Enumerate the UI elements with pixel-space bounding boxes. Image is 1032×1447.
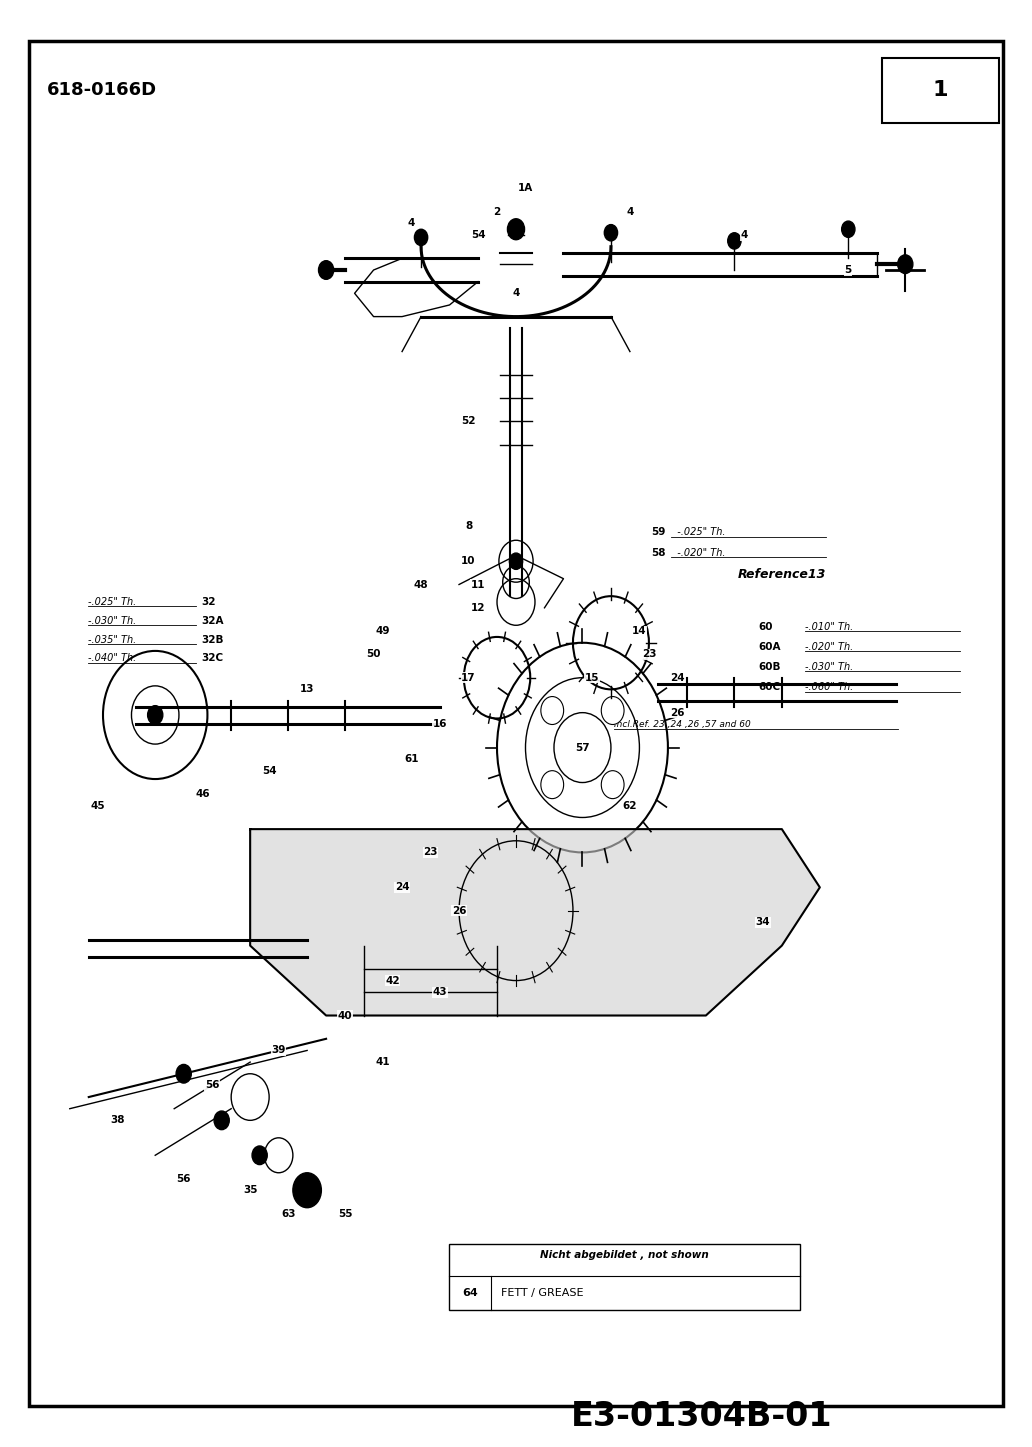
Text: 24: 24 [670, 673, 684, 683]
Text: 23: 23 [642, 650, 656, 660]
Text: 10: 10 [461, 556, 476, 566]
Text: Incl.Ref. 23 ,24 ,26 ,57 and 60: Incl.Ref. 23 ,24 ,26 ,57 and 60 [614, 721, 751, 729]
Circle shape [898, 255, 913, 273]
Text: -.060" Th.: -.060" Th. [805, 683, 853, 692]
Text: 13: 13 [300, 684, 315, 695]
Circle shape [602, 696, 624, 725]
Text: 16: 16 [432, 719, 447, 729]
Text: 26: 26 [452, 906, 466, 916]
Bar [882, 58, 999, 123]
Text: 1: 1 [933, 81, 948, 100]
Text: 8: 8 [464, 521, 473, 531]
Text: 23: 23 [423, 848, 438, 858]
Circle shape [508, 218, 524, 240]
Text: 54: 54 [262, 765, 277, 776]
Text: 60A: 60A [759, 642, 781, 651]
Text: 12: 12 [471, 603, 485, 614]
Text: 43: 43 [432, 987, 447, 997]
Circle shape [541, 771, 563, 799]
Text: -.025" Th.: -.025" Th. [88, 598, 136, 606]
Text: 17: 17 [461, 673, 476, 683]
Text: -.030" Th.: -.030" Th. [805, 663, 853, 671]
Text: 62: 62 [622, 800, 637, 810]
Circle shape [319, 260, 333, 279]
Text: 60C: 60C [759, 683, 780, 692]
Text: 34: 34 [755, 917, 770, 928]
Text: Reference13: Reference13 [738, 569, 827, 580]
Text: 15: 15 [585, 673, 600, 683]
Text: 41: 41 [376, 1058, 390, 1066]
Text: 1A: 1A [518, 184, 534, 194]
Text: 2: 2 [493, 207, 501, 217]
Text: 14: 14 [633, 627, 647, 637]
Text: 32A: 32A [201, 616, 224, 625]
Text: Nicht abgebildet , not shown: Nicht abgebildet , not shown [540, 1250, 709, 1260]
Text: 35: 35 [243, 1185, 257, 1195]
Text: E3-01304B-01: E3-01304B-01 [571, 1399, 833, 1433]
Text: 56: 56 [205, 1081, 220, 1091]
Text: 56: 56 [176, 1174, 191, 1184]
Text: 58: 58 [651, 548, 666, 557]
Circle shape [252, 1146, 267, 1165]
Text: 4: 4 [512, 288, 520, 298]
Text: 32: 32 [201, 598, 216, 606]
Text: 59: 59 [651, 528, 666, 537]
Circle shape [415, 229, 427, 246]
Text: 4: 4 [408, 218, 415, 229]
Text: -.020" Th.: -.020" Th. [671, 548, 725, 557]
Text: 55: 55 [337, 1208, 352, 1218]
Circle shape [602, 771, 624, 799]
Circle shape [148, 706, 163, 725]
Text: 50: 50 [366, 650, 381, 660]
Text: 26: 26 [670, 708, 684, 718]
Bar [449, 1244, 800, 1310]
Text: -.030" Th.: -.030" Th. [88, 616, 136, 625]
Text: -.010" Th.: -.010" Th. [805, 622, 853, 631]
Text: 4: 4 [740, 230, 747, 240]
Text: 38: 38 [110, 1116, 125, 1126]
Text: 39: 39 [271, 1045, 286, 1055]
Text: 48: 48 [414, 579, 428, 589]
Text: 49: 49 [376, 627, 390, 637]
Text: 40: 40 [337, 1010, 352, 1020]
Text: 45: 45 [91, 800, 105, 810]
Circle shape [510, 553, 522, 569]
Text: 54: 54 [471, 230, 485, 240]
Text: 63: 63 [281, 1208, 295, 1218]
Text: 52: 52 [461, 417, 476, 427]
Text: 11: 11 [471, 579, 485, 589]
Text: 64: 64 [462, 1288, 478, 1298]
Text: 60B: 60B [759, 663, 781, 671]
Text: 60: 60 [759, 622, 773, 631]
Text: FETT / GREASE: FETT / GREASE [502, 1288, 584, 1298]
Text: -.025" Th.: -.025" Th. [671, 528, 725, 537]
Text: 4: 4 [626, 207, 634, 217]
Text: 46: 46 [195, 789, 209, 799]
Circle shape [293, 1172, 321, 1208]
Text: -.040" Th.: -.040" Th. [88, 654, 136, 663]
Text: 24: 24 [395, 883, 410, 893]
Text: 32C: 32C [201, 654, 223, 663]
Text: 618-0166D: 618-0166D [46, 81, 157, 98]
Text: -.020" Th.: -.020" Th. [805, 642, 853, 651]
Circle shape [842, 221, 854, 237]
Text: 42: 42 [385, 975, 399, 985]
Text: 57: 57 [575, 742, 589, 752]
Text: 61: 61 [405, 754, 419, 764]
Text: -.035" Th.: -.035" Th. [88, 635, 136, 644]
Circle shape [728, 233, 741, 249]
Text: 32B: 32B [201, 635, 224, 644]
Circle shape [176, 1065, 191, 1082]
Circle shape [605, 224, 617, 240]
Text: 5: 5 [844, 265, 852, 275]
Circle shape [541, 696, 563, 725]
Polygon shape [250, 829, 819, 1016]
Circle shape [214, 1111, 229, 1130]
